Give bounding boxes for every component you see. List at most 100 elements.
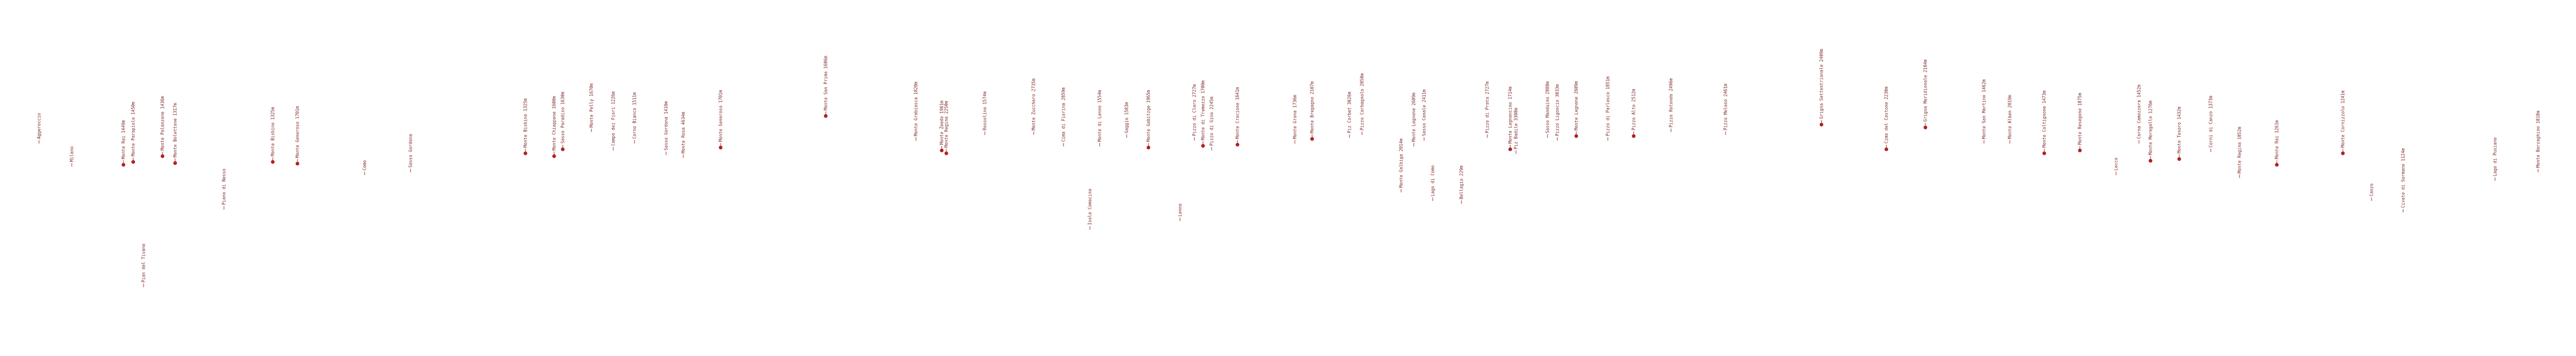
peak-marker (1923, 125, 1928, 130)
peak-label-text: Monte Moregallo 1276m (2148, 100, 2153, 155)
peak-label: Campo dei Fiori 1226m (611, 91, 616, 150)
peak-label: Pizzo di Gino 2245m (1209, 96, 1214, 150)
peak-label: Piz Corbet 3026m (1347, 91, 1352, 138)
peak-label: Corni di Canzo 1373m (2208, 95, 2214, 152)
peak-label: Cima di Fiorina 2859m (1061, 87, 1066, 146)
peak-label-text: Monte Resegone 1875m (2078, 92, 2083, 145)
peak-label-text: Civate di Sormano 1124m (2401, 148, 2406, 208)
peak-label: Monte Legnone 2609m (1574, 81, 1579, 138)
peak-label-text: Monte Bisbino 1325m (270, 107, 276, 156)
peak-marker (1201, 144, 1205, 148)
peak-label: Monte Palanzone 1436m (160, 96, 165, 158)
peak-label-text: Monte Chiappone 1600m (552, 96, 557, 150)
peak-marker (1574, 134, 1579, 138)
peak-marker (2341, 151, 2345, 156)
peak-label: Corno Bianco 1511m (632, 92, 637, 144)
peak-label: Rossolino 1574m (983, 91, 988, 135)
peak-label-text: Pizzo Melaso 2461m (1723, 83, 1728, 130)
peak-label-text: Campo dei Fiori 1226m (611, 91, 616, 146)
peak-label: Sasso Gordona 1410m (664, 101, 669, 155)
peak-label: Monte Cornizzolo 1241m (2341, 90, 2346, 156)
peak-label-text: Monte Rai 1261m (2275, 120, 2280, 159)
peak-label-text: Monte Regina 2250m (944, 100, 949, 148)
peak-label-text: Aggeroccio (37, 113, 42, 139)
peak-label-text: Monte San Primo 1686m (823, 56, 829, 110)
peak-marker (823, 114, 828, 118)
peak-label: Monte Galbiga 2014m (1399, 138, 1404, 192)
peak-label: Monte Grabiasca 1820m (914, 82, 919, 141)
peak-label-text: Monte Pelly 1670m (589, 83, 594, 127)
peak-label: Monte Generoso 1701m (718, 90, 724, 150)
peak-label: Monte Barzaghino 1018m (2536, 110, 2541, 172)
peak-label: Pizzo Rotondo 2496m (1669, 78, 1674, 132)
peak-label-text: Bellagio 229m (1459, 165, 1464, 199)
peak-label-text: Monte di Lenno 1554m (1097, 90, 1103, 142)
peak-label: Como (362, 160, 368, 175)
peak-label-text: Sasso Gordona (408, 134, 413, 168)
peak-label-text: Corna Camozzera 1452m (2137, 84, 2142, 139)
peak-label-text: Monte Coltignone 1473m (2042, 90, 2047, 148)
peak-label: Bellagio 229m (1459, 165, 1464, 204)
peak-label: Monte San Martino 1462m (1982, 79, 1987, 144)
peak-label-text: Cima di Fiorina 2859m (1061, 87, 1066, 142)
peak-label: Monte Resegone 1875m (2078, 92, 2083, 153)
peak-marker (173, 161, 177, 165)
peak-label: Monte Parapiolo 1450m (131, 102, 136, 164)
peak-label: Pizzo di Prata 2727m (1485, 81, 1490, 138)
peak-label-text: Monte Generoso 1701m (718, 90, 724, 142)
peak-label: Pizzo di Parlasco 1851m (1606, 76, 1611, 141)
peak-label-text: Pian del Tivano (141, 243, 146, 283)
peak-label-text: Monte Grabiasca 1820m (914, 82, 919, 136)
peak-label: Monte San Primo 1686m (823, 56, 829, 118)
peak-label-text: Milano (69, 146, 75, 162)
peak-label: Piz Badile 3308m (1514, 107, 1519, 154)
peak-marker (1146, 145, 1151, 150)
peak-label: Sasso Gordona (408, 134, 413, 172)
peak-label: Sasso Manduino 2888m (1545, 81, 1550, 138)
peak-label: Aggeroccio (37, 113, 42, 144)
peak-label-text: Sasso Manduino 2888m (1545, 81, 1550, 133)
peak-label: Monte Alben 2019m (2008, 95, 2013, 144)
peak-marker (2042, 151, 2047, 156)
peak-label-text: Lago di Como (1430, 165, 1436, 196)
peak-label: Monte Regina 2250m (944, 100, 949, 156)
peak-label-text: Monte Galbiga 2014m (1399, 138, 1404, 188)
peak-label-text: Monte Legnoncino 1714m (1508, 86, 1513, 144)
peak-marker (523, 151, 528, 156)
peak-label: Monte Tesoro 1432m (2177, 106, 2182, 161)
peak-label-text: Monte Alben 2019m (2008, 95, 2013, 139)
peak-label: Monte Rosa 4634m (681, 111, 686, 158)
peak-marker (1508, 147, 1513, 152)
peak-label: Monte Bisbino 1325m (523, 98, 528, 156)
peak-label: Pizzo Ligoncio 3033m (1555, 84, 1560, 141)
peak-label: Monte Crocione 1641m (1235, 87, 1240, 147)
peak-label: Pizzo Melaso 2461m (1723, 83, 1728, 135)
peak-label: Piano di Nesso (222, 168, 227, 210)
peak-marker (944, 151, 949, 156)
peak-label: Grigna Settentrionale 2409m (1819, 49, 1824, 127)
peak-label-text: Grigna Settentrionale 2409m (1819, 49, 1824, 119)
peak-label: Canzo (2369, 183, 2374, 201)
peak-marker (1819, 122, 1824, 127)
peak-label: Sasso Paradiso 1630m (560, 91, 566, 152)
peak-label-text: Monte Rai 1449m (121, 120, 126, 159)
peak-label-text: Monte Regina 1052m (2237, 126, 2242, 173)
peak-marker (270, 160, 275, 164)
peak-label-text: Monte Bisbino 1325m (523, 98, 528, 148)
peak-marker (121, 162, 126, 167)
peak-label-text: Monte San Martino 1462m (1982, 79, 1987, 139)
peak-label: Corna Camozzera 1452m (2137, 84, 2142, 144)
peak-marker (160, 154, 165, 158)
peak-label-text: Monte Tesoro 1432m (2177, 106, 2182, 153)
peak-label-text: Monte Grona 1736m (1293, 95, 1298, 139)
peak-label: Monte Regina 1052m (2237, 126, 2242, 178)
peak-label-text: Monte Legnone 2609m (1574, 81, 1579, 130)
peak-label: Lenno (1178, 203, 1183, 221)
peak-marker (552, 154, 556, 158)
peak-label-text: Pizzo di Prata 2727m (1485, 81, 1490, 133)
peak-label: Civate di Sormano 1124m (2401, 148, 2406, 212)
peak-marker (1884, 147, 1889, 152)
peak-label-text: Pizzo Rotondo 2496m (1669, 78, 1674, 127)
peak-label-text: Gaggio 1583m (1124, 102, 1130, 133)
peak-marker (131, 160, 136, 164)
